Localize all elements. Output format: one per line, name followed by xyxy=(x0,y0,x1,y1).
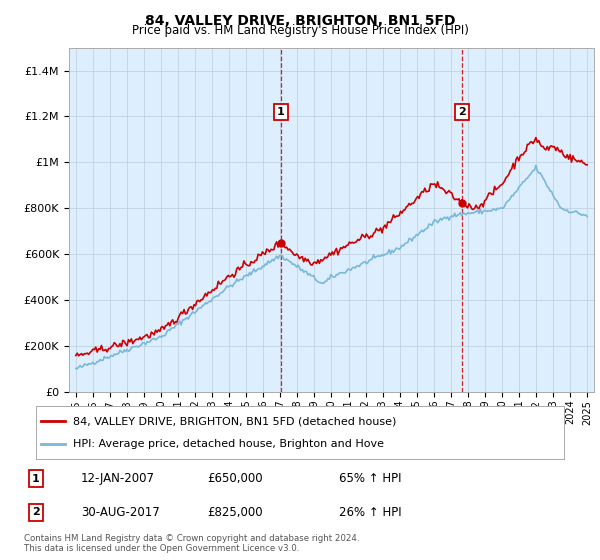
Text: 2: 2 xyxy=(458,107,466,117)
Text: 30-AUG-2017: 30-AUG-2017 xyxy=(81,506,160,519)
Text: Contains HM Land Registry data © Crown copyright and database right 2024.
This d: Contains HM Land Registry data © Crown c… xyxy=(24,534,359,553)
Text: 1: 1 xyxy=(32,474,40,484)
Text: 84, VALLEY DRIVE, BRIGHTON, BN1 5FD: 84, VALLEY DRIVE, BRIGHTON, BN1 5FD xyxy=(145,14,455,28)
Text: Price paid vs. HM Land Registry's House Price Index (HPI): Price paid vs. HM Land Registry's House … xyxy=(131,24,469,37)
Text: £825,000: £825,000 xyxy=(207,506,263,519)
Text: 1: 1 xyxy=(277,107,285,117)
Text: 84, VALLEY DRIVE, BRIGHTON, BN1 5FD (detached house): 84, VALLEY DRIVE, BRIGHTON, BN1 5FD (det… xyxy=(73,417,397,427)
Text: £650,000: £650,000 xyxy=(207,472,263,486)
Text: HPI: Average price, detached house, Brighton and Hove: HPI: Average price, detached house, Brig… xyxy=(73,439,384,449)
Text: 2: 2 xyxy=(32,507,40,517)
Text: 65% ↑ HPI: 65% ↑ HPI xyxy=(339,472,401,486)
Text: 12-JAN-2007: 12-JAN-2007 xyxy=(81,472,155,486)
Text: 26% ↑ HPI: 26% ↑ HPI xyxy=(339,506,401,519)
